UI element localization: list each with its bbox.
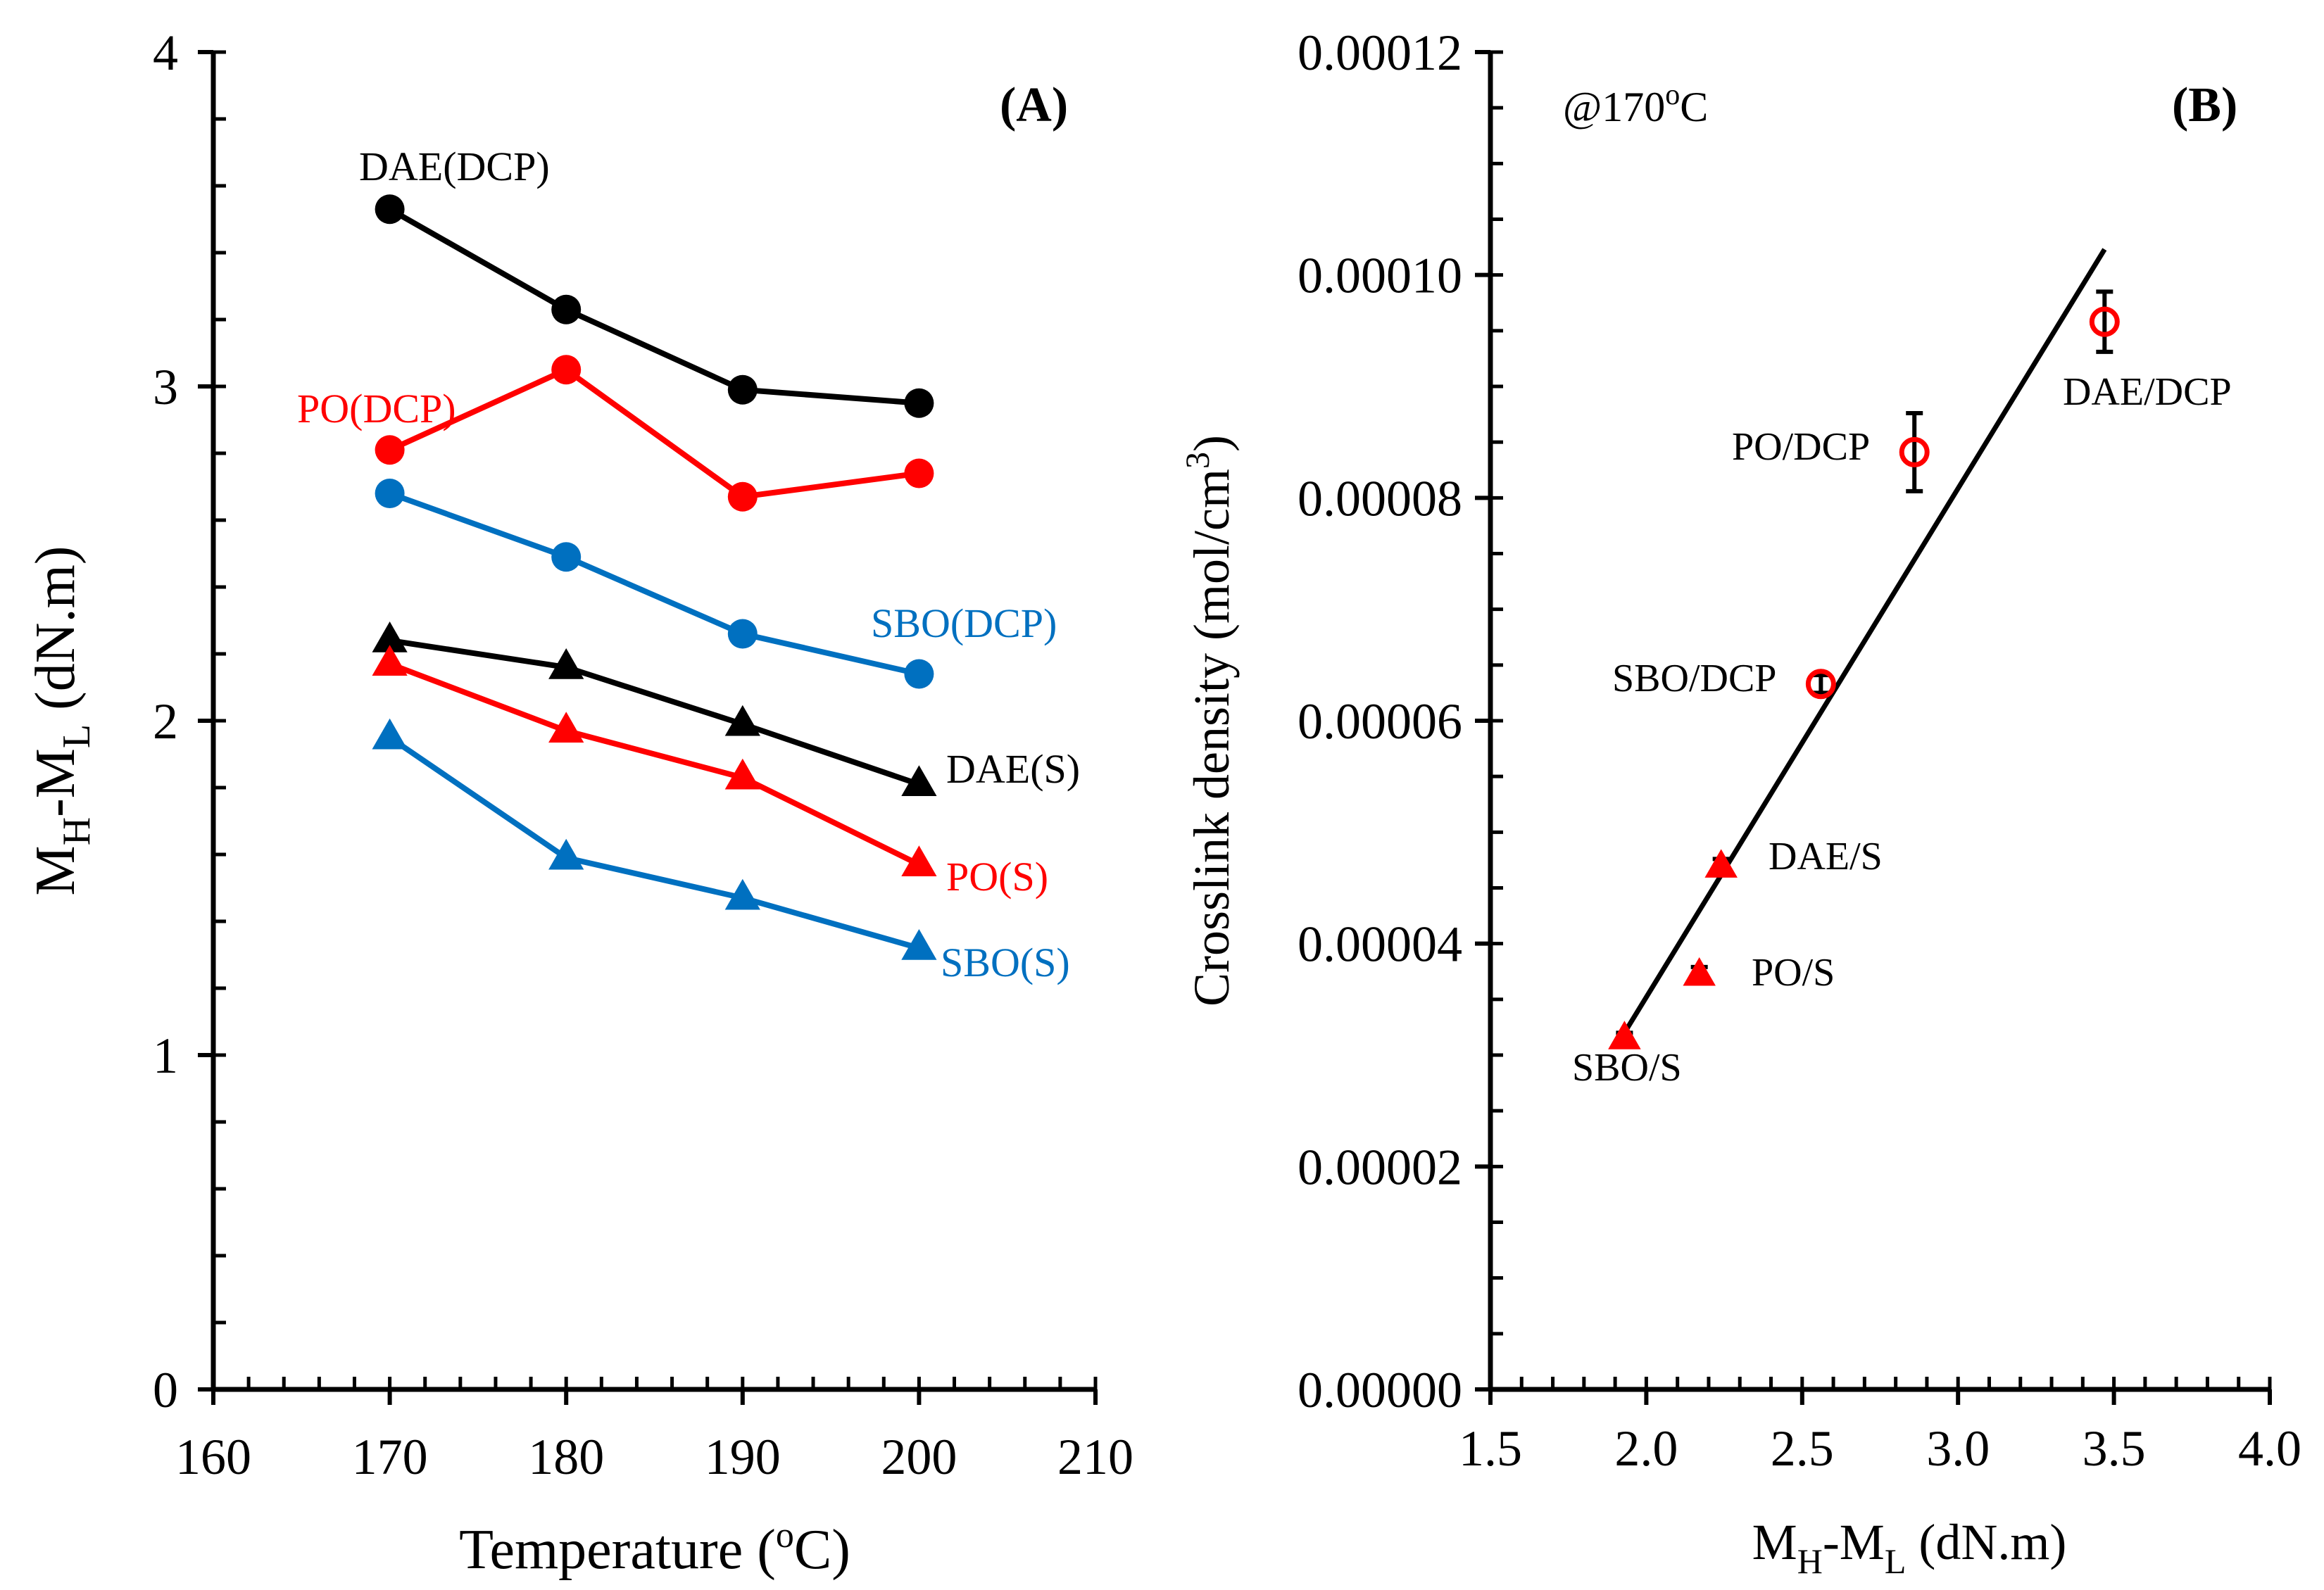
point-label: SBO/S xyxy=(1572,1046,1682,1090)
panel-a-x-tick-label: 190 xyxy=(705,1429,781,1485)
panel-a-x-tick-label: 210 xyxy=(1057,1429,1133,1485)
panel-b-y-tick-label: 0.00008 xyxy=(1298,470,1462,526)
panel-b-y-tick-label: 0.00000 xyxy=(1298,1362,1462,1418)
panel-a-label: (A) xyxy=(1000,78,1068,132)
panel-b-x-tick-label: 3.5 xyxy=(2083,1420,2146,1477)
panel-b-x-tick-label: 4.0 xyxy=(2238,1420,2301,1477)
data-point-triangle xyxy=(372,718,408,750)
panel-a-x-tick-label: 170 xyxy=(352,1429,428,1485)
series-label: PO(DCP) xyxy=(297,386,456,431)
panel-b-x-axis-title: MH-ML (dN.m) xyxy=(1752,1514,2067,1581)
data-point-circle xyxy=(727,481,758,512)
panel-b-annotation: @170oC xyxy=(1563,79,1708,130)
panel-a-ticks: 0 1 2 3 4 160 170 180 190 200 210 xyxy=(153,25,1133,1485)
panel-a-series-labels: DAE(DCP) PO(DCP) SBO(DCP) DAE(S) PO(S) SBO(S) xyxy=(297,144,1080,985)
panel-b-label: (B) xyxy=(2172,78,2237,132)
panel-b-y-tick-label: 0.00004 xyxy=(1298,916,1462,973)
panel-b-x-tick-label: 3.0 xyxy=(1926,1420,1990,1477)
series-line xyxy=(389,638,920,788)
data-point-triangle xyxy=(724,878,760,910)
panel-a-x-tick-label: 160 xyxy=(175,1429,251,1485)
data-point-triangle xyxy=(1704,849,1738,878)
data-point-triangle xyxy=(372,622,408,652)
series-label: SBO(S) xyxy=(941,940,1070,985)
point-label: DAE/DCP xyxy=(2063,370,2232,414)
trendline xyxy=(1622,248,2107,1035)
data-point-circle xyxy=(375,194,405,225)
data-point-circle xyxy=(727,619,758,649)
panel-a-y-tick-label: 4 xyxy=(153,25,178,81)
data-point-circle xyxy=(375,479,405,508)
series-line xyxy=(389,661,921,867)
point-label: DAE/S xyxy=(1769,835,1883,878)
panel-b-x-tick-label: 1.5 xyxy=(1459,1420,1522,1477)
point-label: PO/S xyxy=(1752,951,1835,995)
data-point-circle xyxy=(551,542,582,572)
series-label: SBO(DCP) xyxy=(871,600,1057,646)
series-line xyxy=(389,491,920,677)
data-point-triangle xyxy=(1608,1021,1641,1049)
panel-a-x-axis-title: Temperature (oC) xyxy=(459,1515,850,1581)
data-point-circle xyxy=(727,374,758,405)
panel-a-y-axis-title: MH-ML (dN.m) xyxy=(25,546,99,896)
data-point-triangle xyxy=(724,705,760,736)
series-line xyxy=(388,206,919,406)
panel-b-y-tick-label: 0.00006 xyxy=(1298,693,1462,750)
panel-b-y-tick-label: 0.00002 xyxy=(1298,1139,1462,1195)
data-point-triangle xyxy=(901,929,937,960)
point-label: SBO/DCP xyxy=(1612,657,1776,700)
data-point-triangle xyxy=(548,712,584,743)
panel-a-x-tick-label: 180 xyxy=(528,1429,604,1485)
data-point-triangle xyxy=(1683,957,1716,986)
data-point-open-circle xyxy=(1805,669,1836,700)
data-point-triangle xyxy=(372,645,408,676)
panel-a-x-tick-label: 200 xyxy=(881,1429,957,1485)
data-point-circle xyxy=(551,294,582,324)
panel-a-y-tick-label: 2 xyxy=(153,693,178,750)
panel-b-x-tick-label: 2.5 xyxy=(1771,1420,1834,1477)
panel-b-point-labels: DAE/DCP PO/DCP SBO/DCP DAE/S PO/S SBO/S xyxy=(1572,370,2232,1090)
panel-b-y-tick-label: 0.00012 xyxy=(1298,25,1462,81)
data-point-open-circle xyxy=(2089,306,2120,337)
panel-b-y-axis-title: Crosslink density (mol/cm3) xyxy=(1179,435,1240,1007)
data-point-circle xyxy=(904,659,934,689)
data-point-circle xyxy=(375,435,405,465)
panel-b-x-tick-label: 2.0 xyxy=(1614,1420,1678,1477)
data-point-circle xyxy=(904,458,934,488)
data-point-triangle xyxy=(901,845,937,876)
data-point-triangle xyxy=(548,838,584,870)
data-point-triangle xyxy=(901,765,937,796)
data-point-circle xyxy=(904,388,934,418)
data-point-triangle xyxy=(724,758,760,790)
panel-b: 0.00000 0.00002 0.00004 0.00006 0.00008 0.000… xyxy=(1179,25,2301,1581)
series-label: DAE(DCP) xyxy=(359,144,550,189)
point-label: PO/DCP xyxy=(1732,425,1870,469)
panel-a-y-tick-label: 3 xyxy=(153,359,178,415)
series-line xyxy=(388,366,919,500)
panel-b-y-tick-label: 0.00010 xyxy=(1298,248,1462,304)
panel-a-y-tick-label: 1 xyxy=(153,1028,178,1084)
series-label: PO(S) xyxy=(946,854,1048,900)
panel-a: 0 1 2 3 4 160 170 180 190 200 210 DAE(DCP) PO(DCP) S… xyxy=(25,25,1133,1581)
panel-b-points xyxy=(1608,289,2120,1049)
panel-a-series xyxy=(372,194,937,960)
data-point-triangle xyxy=(548,648,584,679)
data-point-circle xyxy=(551,355,582,385)
panel-a-y-tick-label: 0 xyxy=(153,1362,178,1418)
series-line xyxy=(388,735,920,951)
data-point-open-circle xyxy=(1899,436,1930,467)
series-label: DAE(S) xyxy=(946,746,1080,792)
panel-b-trendline xyxy=(1622,248,2107,1035)
